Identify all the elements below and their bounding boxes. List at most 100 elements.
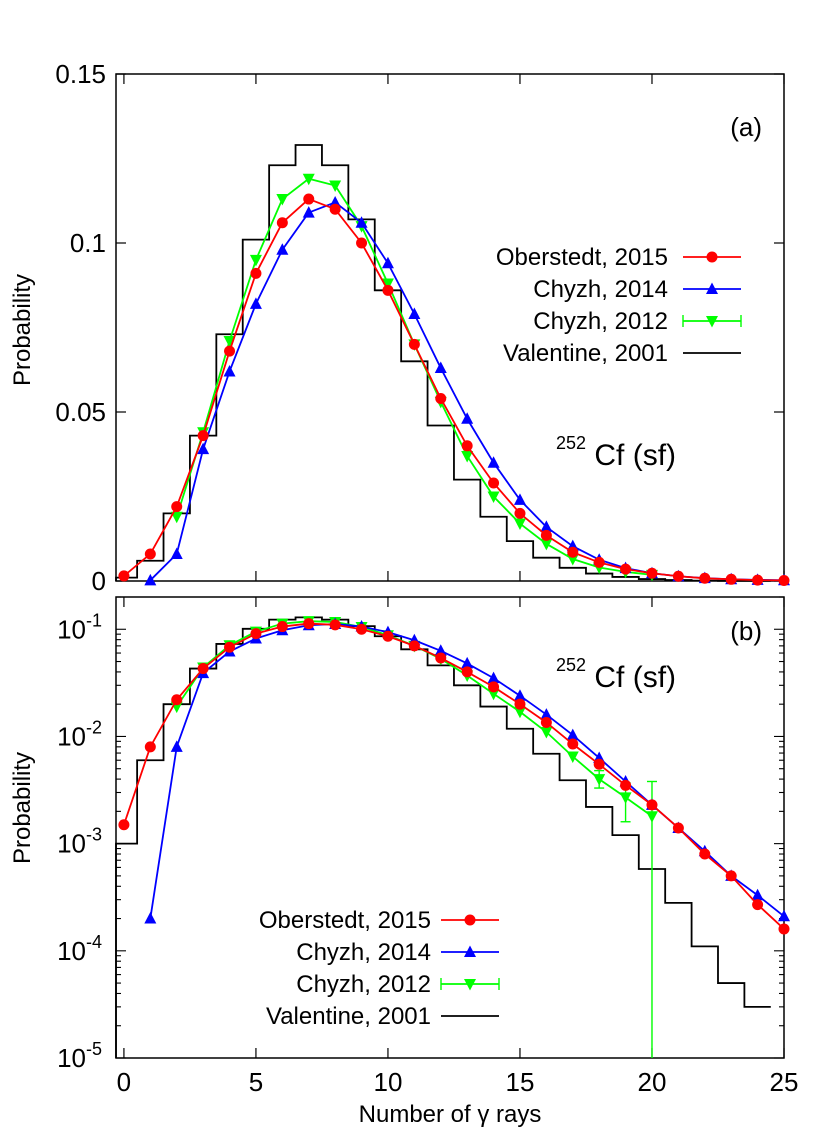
panel-b-ytick-label: 10-2	[57, 717, 102, 751]
panel-b-legend-marker	[464, 914, 476, 926]
panel-a-series-0	[118, 193, 790, 586]
panel-b-point	[540, 727, 553, 739]
panel-b-xtick-label: 20	[638, 1067, 667, 1097]
panel-b-point	[197, 663, 209, 675]
x-axis-label: Number of γ rays	[359, 1101, 542, 1128]
panel-b-point	[593, 774, 606, 786]
panel-a-annotation: 252 Cf (sf)	[556, 423, 676, 472]
panel-b-xtick-label: 0	[117, 1067, 131, 1097]
panel-a-point	[223, 336, 236, 348]
panel-a-point	[250, 267, 262, 279]
panel-b-point	[540, 708, 553, 720]
panel-b-point	[488, 681, 500, 693]
panel-b-point	[382, 630, 394, 642]
panel-a-legend: Oberstedt, 2015 Chyzh, 2014 Chyzh, 2012 Val…	[496, 244, 742, 367]
panel-a-ytick-label: 0.05	[55, 397, 106, 427]
panel-b-point	[461, 666, 473, 678]
panel-a-point	[540, 538, 553, 551]
panel-a-point	[487, 456, 500, 468]
panel-a-frame	[115, 73, 785, 582]
panel-b-xtick-label: 15	[506, 1067, 535, 1097]
panel-b-ytick-label: 10-1	[57, 610, 102, 644]
panel-b-point	[593, 758, 605, 770]
panel-a-point	[356, 237, 368, 249]
panel-a-ytick-label: 0.15	[55, 59, 106, 89]
panel-a-point	[513, 518, 526, 531]
panel-a-annotation-mass: 252	[556, 433, 586, 453]
panel-a-point	[620, 563, 632, 575]
panel-a-valentine-step	[115, 144, 771, 582]
panel-b-point	[514, 698, 526, 710]
panel-a-point	[355, 216, 368, 228]
panel-b-point	[461, 656, 474, 669]
panel-a-point	[382, 284, 394, 296]
panel-a-point	[699, 572, 711, 584]
panel-b-ylabel: Probability	[9, 752, 36, 864]
panel-b-point	[487, 671, 500, 684]
panel-b-point	[566, 751, 579, 764]
panel-a-point	[408, 338, 420, 350]
panel-b-point	[487, 688, 500, 701]
panel-b-legend-marker	[464, 979, 476, 991]
panel-a-legend-marker	[706, 282, 718, 294]
panel-b: 0 5 10 15 20 25 10-5 10-4 10-3 10-2 10-1 Probabili…	[9, 596, 798, 1097]
panel-a-point	[778, 574, 790, 586]
panel-b-point	[408, 640, 420, 652]
panel-a-legend-label: Oberstedt, 2015	[496, 244, 668, 271]
panel-a-point	[329, 195, 342, 208]
panel-a-axes: 0 0.05 0.1 0.15	[55, 59, 785, 596]
panel-b-point	[171, 694, 183, 706]
panel-b-legend-label: Valentine, 2001	[266, 1003, 431, 1030]
panel-a-series	[115, 144, 790, 586]
panel-b-point	[540, 716, 552, 728]
panel-a-point	[540, 529, 552, 541]
panel-b-point	[513, 706, 526, 719]
panel-a-point	[434, 361, 447, 374]
panel-a-point	[381, 278, 394, 291]
panel-b-frame	[115, 596, 785, 1059]
panel-b-point	[303, 618, 315, 630]
panel-a-legend-marker	[706, 251, 718, 263]
panel-a-line-1	[149, 201, 785, 582]
panel-b-point	[566, 728, 579, 741]
panel-b-point	[646, 799, 658, 811]
panel-a-point	[540, 520, 553, 532]
panel-a-point	[144, 573, 157, 586]
panel-a-point	[725, 573, 737, 585]
panel-b-legend-label: Chyzh, 2012	[296, 971, 431, 998]
panel-a-line-2	[175, 177, 653, 576]
panel-a-legend-label: Chyzh, 2014	[533, 276, 668, 303]
panel-a-series-1	[144, 195, 790, 586]
panel-a-point	[144, 548, 156, 560]
panel-b-series	[115, 616, 790, 1058]
panel-a-point	[593, 556, 605, 568]
panel-a-point	[171, 501, 183, 513]
panel-a-point	[197, 442, 210, 455]
panel-a-point	[249, 254, 262, 267]
panel-b-xtick-label: 10	[373, 1067, 402, 1097]
panel-b-legend-marker	[464, 945, 476, 957]
panel-a-point	[302, 206, 315, 218]
panel-b-point	[778, 923, 790, 935]
panel-a-point	[381, 256, 394, 269]
panel-a-point	[223, 364, 236, 377]
panel-a-point	[170, 511, 183, 524]
panel-a-point	[303, 193, 315, 205]
panel-a-point	[566, 554, 579, 566]
panel-b-legend: Oberstedt, 2015 Chyzh, 2014 Chyzh, 2012 Val…	[259, 907, 500, 1030]
panel-a-point	[329, 203, 341, 215]
panel-a-point	[408, 307, 421, 319]
panel-a: 0 0.05 0.1 0.15 Probability (a) 252 Cf (sf)…	[9, 59, 790, 596]
panel-a-point	[461, 412, 474, 424]
panel-b-point	[513, 689, 526, 701]
panel-a-annotation-rest: Cf (sf)	[594, 439, 676, 472]
panel-b-series-0	[118, 618, 790, 935]
panel-a-point	[752, 574, 764, 586]
panel-b-point	[699, 848, 711, 860]
panel-b-annotation-rest: Cf (sf)	[594, 661, 676, 694]
panel-b-ytick-label: 10-4	[57, 932, 102, 966]
panel-b-point	[778, 909, 790, 922]
panel-b-point	[170, 740, 183, 752]
panel-b-point	[672, 822, 684, 834]
panel-b-point	[752, 899, 764, 911]
